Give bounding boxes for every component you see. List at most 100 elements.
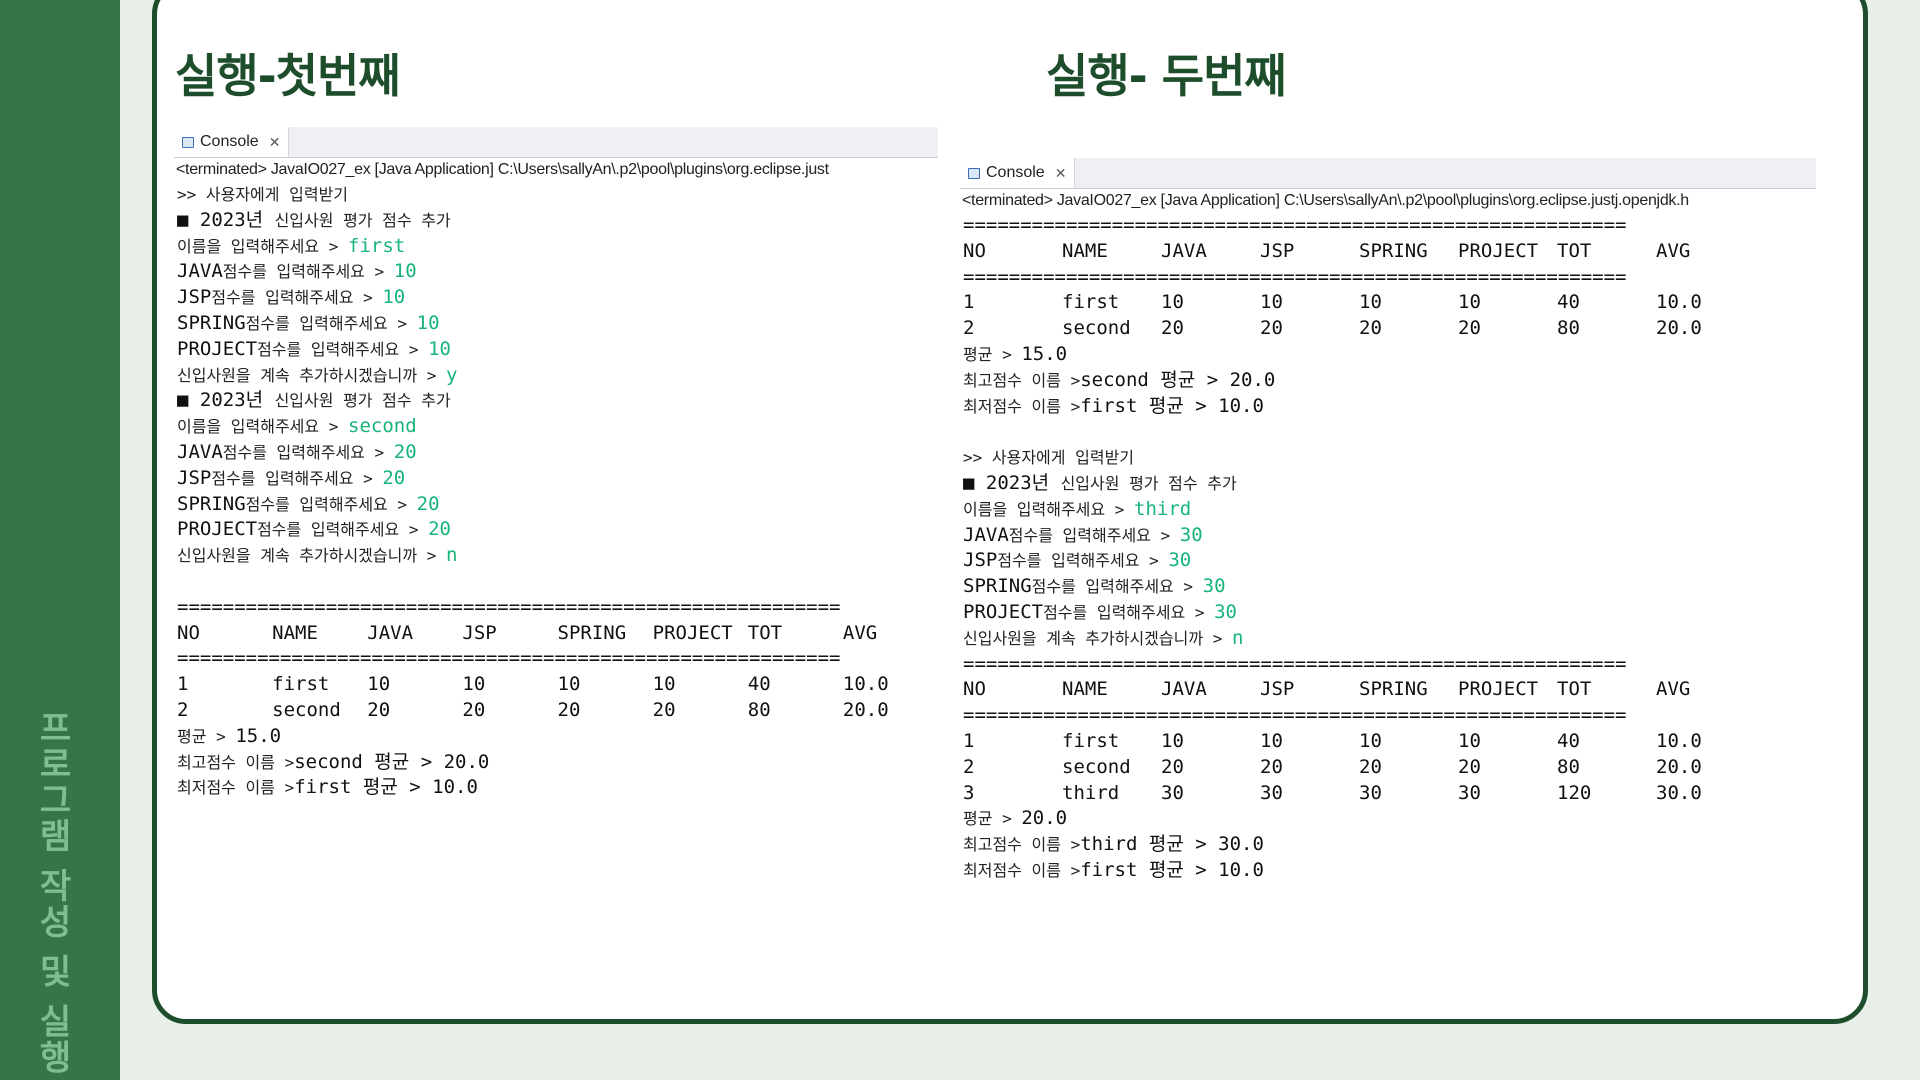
summary-value: second 평균 > 20.0 [294,750,490,773]
table-row-cell: first [1062,291,1120,314]
java-prompt: JAVA점수를 입력해주세요 > 20 [177,440,938,466]
continue-prompt: 신입사원을 계속 추가하시겠습니까 > n [177,543,938,569]
table-row-cell: 40 [1557,291,1580,314]
table-row-cell: 40 [1557,729,1580,752]
section-title-rest: 신입사원 평가 점수 추가 [1060,473,1237,493]
spring-prompt-prompt: 점수를 입력해주세요 > [1031,577,1203,597]
table-row-cell: 20 [1359,317,1382,340]
close-icon[interactable]: ✕ [1054,164,1067,181]
java-prompt-prompt: 점수를 입력해주세요 > [1008,525,1180,545]
table-row: 1 first 10 10 10 10 40 10.0 [963,290,1816,316]
tab-console[interactable]: Console ✕ [174,127,290,157]
table-row-cell: 80 [747,698,771,721]
table-header-cell: JSP [1260,239,1295,262]
section-title-rest: 신입사원 평가 점수 추가 [274,391,451,411]
section-title-text: ■ 2023년 [963,471,1061,494]
java-prompt: JAVA점수를 입력해주세요 > 30 [963,523,1816,549]
table-row: 2 second 20 20 20 20 80 20.0 [963,755,1816,781]
table-row-cell: second [1062,317,1131,340]
table-row-cell: 10 [652,673,676,696]
summary-line: 최저점수 이름 >first 평균 > 10.0 [177,775,938,801]
table-row-cell: 20 [1458,755,1481,778]
prompt-header-text: >> 사용자에게 입력받기 [177,185,349,204]
heading-second-run: 실행- 두번째 [1046,49,1287,103]
table-row-cell: 3 [963,781,975,804]
summary-value: first 평균 > 10.0 [1080,858,1264,881]
table-header-cell: TOT [747,621,783,644]
tab-console[interactable]: Console ✕ [960,158,1076,188]
summary-value: second 평균 > 20.0 [1080,368,1276,391]
separator-line: ========================================… [177,646,938,672]
blank-line [963,419,1816,445]
sidebar: 프로그램 작성 및 실행 [0,0,120,1080]
table-row-cell: 10 [1359,729,1382,752]
summary-label: 최저점수 이름 > [177,778,295,798]
summary-value: first 평균 > 10.0 [1080,394,1264,417]
table-row-cell: 20 [1458,317,1481,340]
table-header-cell: NAME [1062,678,1108,701]
summary-line: 평균 > 15.0 [963,342,1816,368]
project-prompt-prompt: 점수를 입력해주세요 > [257,339,429,359]
summary-line: 최저점수 이름 >first 평균 > 10.0 [963,858,1816,884]
close-icon[interactable]: ✕ [268,133,281,150]
section-title: ■ 2023년 신입사원 평가 점수 추가 [963,471,1816,497]
tab-console-label: Console [200,133,259,150]
summary-value: 15.0 [235,724,282,747]
continue-prompt: 신입사원을 계속 추가하시겠습니까 > y [177,363,938,389]
table-header-cell: AVG [842,621,878,644]
name-prompt-input: third [1134,497,1192,520]
summary-line: 최고점수 이름 >second 평균 > 20.0 [177,750,938,776]
project-prompt-input: 20 [428,518,451,541]
table-header-cell: TOT [1557,678,1592,701]
separator-text: ========================================… [963,652,1627,675]
summary-value: 20.0 [1021,807,1068,830]
table-row-cell: 20 [1161,755,1184,778]
project-prompt-input: 30 [1214,600,1237,623]
console-tabbar: Console ✕ [960,158,1816,189]
table-row-cell: 10.0 [1656,729,1702,752]
table-row-cell: 20.0 [1656,317,1702,340]
table-row-cell: 20 [1161,317,1184,340]
table-row-cell: 10.0 [1656,291,1702,314]
table-row-cell: 30 [1161,781,1184,804]
table-header-cell: JAVA [1161,239,1207,262]
tab-console-label: Console [986,164,1045,181]
separator-line: ========================================… [963,703,1816,729]
table-header-cell: NO [963,678,986,701]
table-row-cell: first [272,673,330,696]
table-row-cell: 10 [1161,291,1184,314]
summary-line: 최고점수 이름 >third 평균 > 30.0 [963,832,1816,858]
console-tabbar: Console ✕ [174,127,938,158]
console-output: ========================================… [960,213,1816,884]
table-row-cell: 120 [1557,781,1592,804]
table-row-cell: 20 [367,698,391,721]
table-header-cell: JAVA [367,621,414,644]
java-prompt-input: 20 [393,440,417,463]
spring-prompt: SPRING점수를 입력해주세요 > 20 [177,492,938,518]
table-row-cell: 2 [963,317,975,340]
summary-label: 최고점수 이름 > [963,370,1081,390]
table-header-cell: NO [963,239,986,262]
jsp-prompt-input: 30 [1168,549,1192,572]
summary-value: 15.0 [1021,342,1068,365]
heading-first-run: 실행-첫번째 [175,49,401,103]
table-header-cell: SPRING [1359,678,1428,701]
table-row-cell: 30.0 [1656,781,1702,804]
summary-label: 평균 > [963,344,1022,364]
separator-text: ========================================… [963,214,1627,236]
summary-line: 평균 > 20.0 [963,806,1816,832]
name-prompt: 이름을 입력해주세요 > second [177,414,938,440]
table-row-cell: 40 [747,673,771,696]
table-header-cell: AVG [1656,678,1691,701]
jsp-prompt-key: JSP [963,549,998,572]
spring-prompt: SPRING점수를 입력해주세요 > 30 [963,574,1816,600]
spring-prompt-input: 20 [416,492,440,515]
table-header-cell: JSP [1260,678,1295,701]
table-header-cell: JAVA [1161,678,1207,701]
spring-prompt-input: 30 [1202,575,1226,598]
table-row-cell: 80 [1557,755,1580,778]
jsp-prompt-prompt: 점수를 입력해주세요 > [997,551,1169,571]
continue-prompt-prompt: 신입사원을 계속 추가하시겠습니까 > [963,628,1232,648]
java-prompt: JAVA점수를 입력해주세요 > 10 [177,259,938,285]
table-header-cell: NO [177,621,200,644]
